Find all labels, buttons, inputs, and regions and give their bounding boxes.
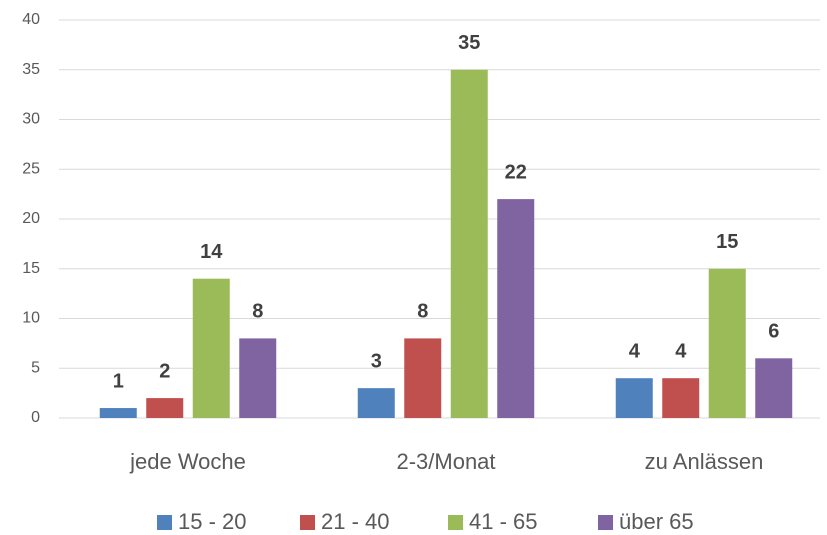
- legend-label: 41 - 65: [469, 509, 538, 534]
- y-tick-label: 30: [22, 111, 40, 128]
- bar: [708, 268, 746, 418]
- legend-swatch: [448, 515, 463, 530]
- bar: [755, 358, 793, 418]
- data-label: 6: [768, 321, 779, 343]
- bar: [662, 378, 700, 418]
- data-label: 1: [113, 370, 124, 392]
- data-label: 8: [252, 301, 263, 323]
- y-tick-label: 5: [31, 359, 40, 376]
- legend-label: 21 - 40: [321, 509, 390, 534]
- y-tick-label: 15: [22, 260, 40, 277]
- legend-swatch: [598, 515, 613, 530]
- bar: [615, 378, 653, 418]
- data-label: 4: [629, 340, 641, 362]
- bar: [357, 388, 395, 418]
- y-tick-label: 20: [22, 210, 40, 227]
- bar: [99, 408, 137, 418]
- bar: [497, 199, 535, 418]
- bar: [404, 338, 442, 418]
- data-label: 8: [417, 301, 428, 323]
- bar: [450, 69, 488, 418]
- data-label: 3: [371, 350, 382, 372]
- x-tick-label: 2-3/Monat: [396, 449, 495, 474]
- y-tick-label: 40: [22, 11, 40, 28]
- data-label: 14: [200, 241, 223, 263]
- data-label: 35: [458, 32, 480, 54]
- bar: [192, 278, 230, 418]
- x-tick-label: jede Woche: [129, 449, 246, 474]
- x-tick-label: zu Anlässen: [645, 449, 764, 474]
- y-tick-label: 10: [22, 310, 40, 327]
- bar: [146, 398, 184, 418]
- legend-label: 15 - 20: [178, 509, 247, 534]
- y-tick-label: 0: [31, 409, 40, 426]
- data-label: 22: [505, 161, 527, 183]
- bar: [239, 338, 277, 418]
- legend-label: über 65: [619, 509, 694, 534]
- data-label: 4: [675, 340, 687, 362]
- data-label: 2: [159, 360, 170, 382]
- legend-swatch: [300, 515, 315, 530]
- data-label: 15: [716, 231, 738, 253]
- legend-swatch: [157, 515, 172, 530]
- y-tick-label: 25: [22, 160, 40, 177]
- y-tick-label: 35: [22, 61, 40, 78]
